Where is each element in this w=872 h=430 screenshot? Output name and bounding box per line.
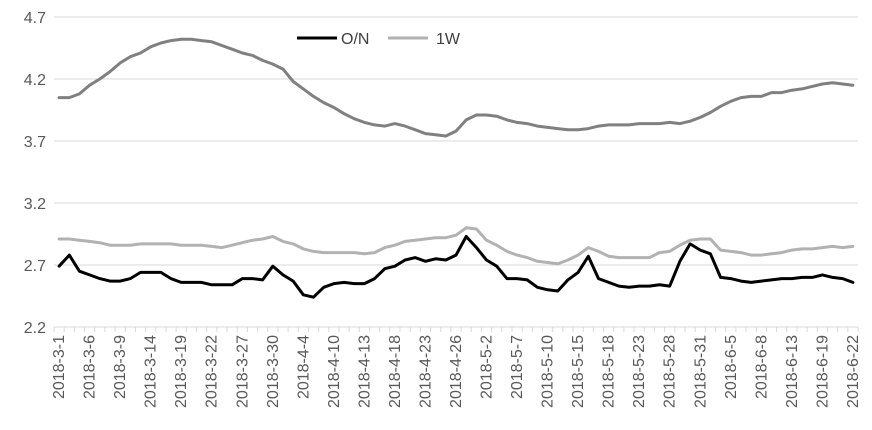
x-tick-label: 2018-3-27 (234, 335, 251, 408)
legend: O/N 1W (297, 31, 461, 48)
y-tick-label: 4.7 (24, 10, 46, 27)
x-tick-label: 2018-4-23 (417, 335, 434, 408)
x-tick-label: 2018-5-23 (631, 335, 648, 408)
y-tick-label: 2.2 (24, 320, 46, 337)
x-tick-label: 2018-3-14 (143, 335, 160, 408)
y-tick-label: 4.2 (24, 72, 46, 89)
x-tick-label: 2018-4-13 (356, 335, 373, 408)
x-tick-label: 2018-3-30 (265, 335, 282, 408)
x-tick-label: 2018-5-2 (479, 335, 496, 399)
x-tick-label: 2018-5-18 (601, 335, 618, 408)
x-tick-label: 2018-6-19 (814, 335, 831, 408)
x-tick-label: 2018-3-22 (204, 335, 221, 408)
y-tick-label: 2.7 (24, 258, 46, 275)
y-axis-tick-labels: 2.2 2.7 3.2 3.7 4.2 4.7 (24, 10, 46, 337)
series-line-2 (57, 37, 855, 138)
x-tick-label: 2018-3-9 (112, 335, 129, 399)
legend-label-1w: 1W (436, 31, 461, 48)
series-line-1 (57, 226, 855, 266)
x-tick-label: 2018-3-19 (173, 335, 190, 408)
y-tick-label: 3.7 (24, 134, 46, 151)
y-tick-label: 3.2 (24, 196, 46, 213)
x-tick-label: 2018-6-13 (784, 335, 801, 408)
x-tick-label: 2018-5-15 (570, 335, 587, 408)
x-tick-label: 2018-6-8 (753, 335, 770, 399)
gridlines (54, 16, 858, 266)
x-tick-label: 2018-6-5 (723, 335, 740, 399)
legend-label-on: O/N (341, 31, 369, 48)
x-tick-label: 2018-5-28 (662, 335, 679, 408)
x-tick-label: 2018-3-1 (51, 335, 68, 399)
x-tick-label: 2018-4-4 (295, 335, 312, 399)
x-tick-label: 2018-3-6 (82, 335, 99, 399)
x-tick-label: 2018-4-10 (326, 335, 343, 408)
x-tick-label: 2018-5-7 (509, 335, 526, 399)
x-axis: 2018-3-1 2018-3-6 2018-3-9 2018-3-14 2018-3-… (51, 326, 862, 408)
x-tick-label: 2018-5-10 (540, 335, 557, 408)
series-lines (57, 37, 855, 299)
x-tick-label: 2018-6-22 (845, 335, 862, 408)
series-line-0 (57, 235, 855, 299)
x-tick-label: 2018-5-31 (692, 335, 709, 408)
x-tick-label: 2018-4-26 (448, 335, 465, 408)
x-tick-label: 2018-4-18 (387, 335, 404, 408)
